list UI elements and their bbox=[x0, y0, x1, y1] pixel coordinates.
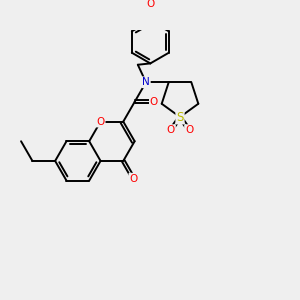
Text: O: O bbox=[96, 117, 105, 127]
Text: O: O bbox=[185, 125, 193, 135]
Text: O: O bbox=[150, 97, 158, 107]
Text: O: O bbox=[167, 125, 175, 135]
Text: N: N bbox=[142, 77, 150, 87]
Text: O: O bbox=[129, 174, 138, 184]
Text: S: S bbox=[176, 111, 184, 124]
Text: O: O bbox=[146, 0, 154, 9]
